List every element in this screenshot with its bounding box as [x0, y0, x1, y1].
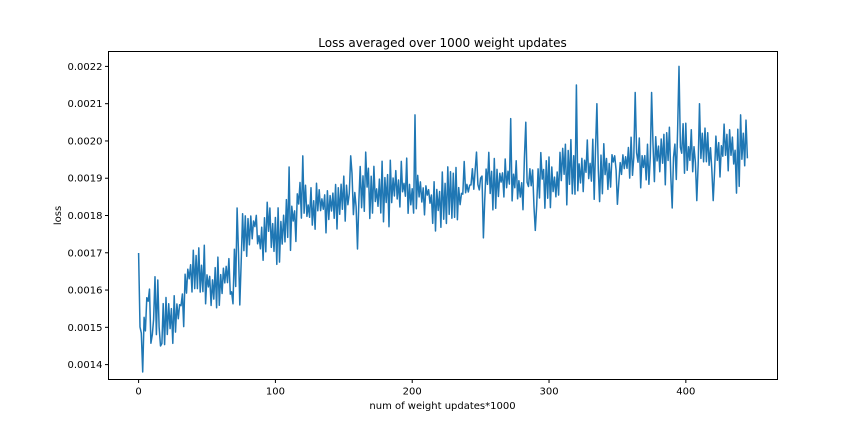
y-tick-label: 0.0018 [68, 211, 103, 222]
x-tick-label: 0 [135, 387, 141, 398]
y-tick-label: 0.0014 [68, 360, 103, 371]
x-axis: 0 100 200 300 400 [135, 379, 695, 398]
y-tick-label: 0.0021 [68, 99, 103, 110]
y-tick-label: 0.0016 [68, 286, 103, 297]
y-tick-label: 0.0022 [68, 62, 103, 73]
y-axis: 0.0014 0.0015 0.0016 0.0017 0.0018 0.0019 0.00… [68, 62, 109, 371]
x-axis-label: num of weight updates*1000 [369, 401, 515, 412]
x-tick-label: 300 [539, 387, 558, 398]
plot-area [137, 65, 749, 373]
loss-series-line [137, 65, 749, 373]
chart-title: Loss averaged over 1000 weight updates [318, 36, 566, 50]
y-tick-label: 0.0020 [68, 136, 103, 147]
y-axis-label: loss [53, 206, 64, 225]
x-tick-label: 100 [266, 387, 285, 398]
y-tick-label: 0.0017 [68, 248, 103, 259]
x-tick-label: 400 [676, 387, 695, 398]
y-tick-label: 0.0019 [68, 174, 103, 185]
x-tick-label: 200 [403, 387, 422, 398]
y-tick-label: 0.0015 [68, 323, 103, 334]
